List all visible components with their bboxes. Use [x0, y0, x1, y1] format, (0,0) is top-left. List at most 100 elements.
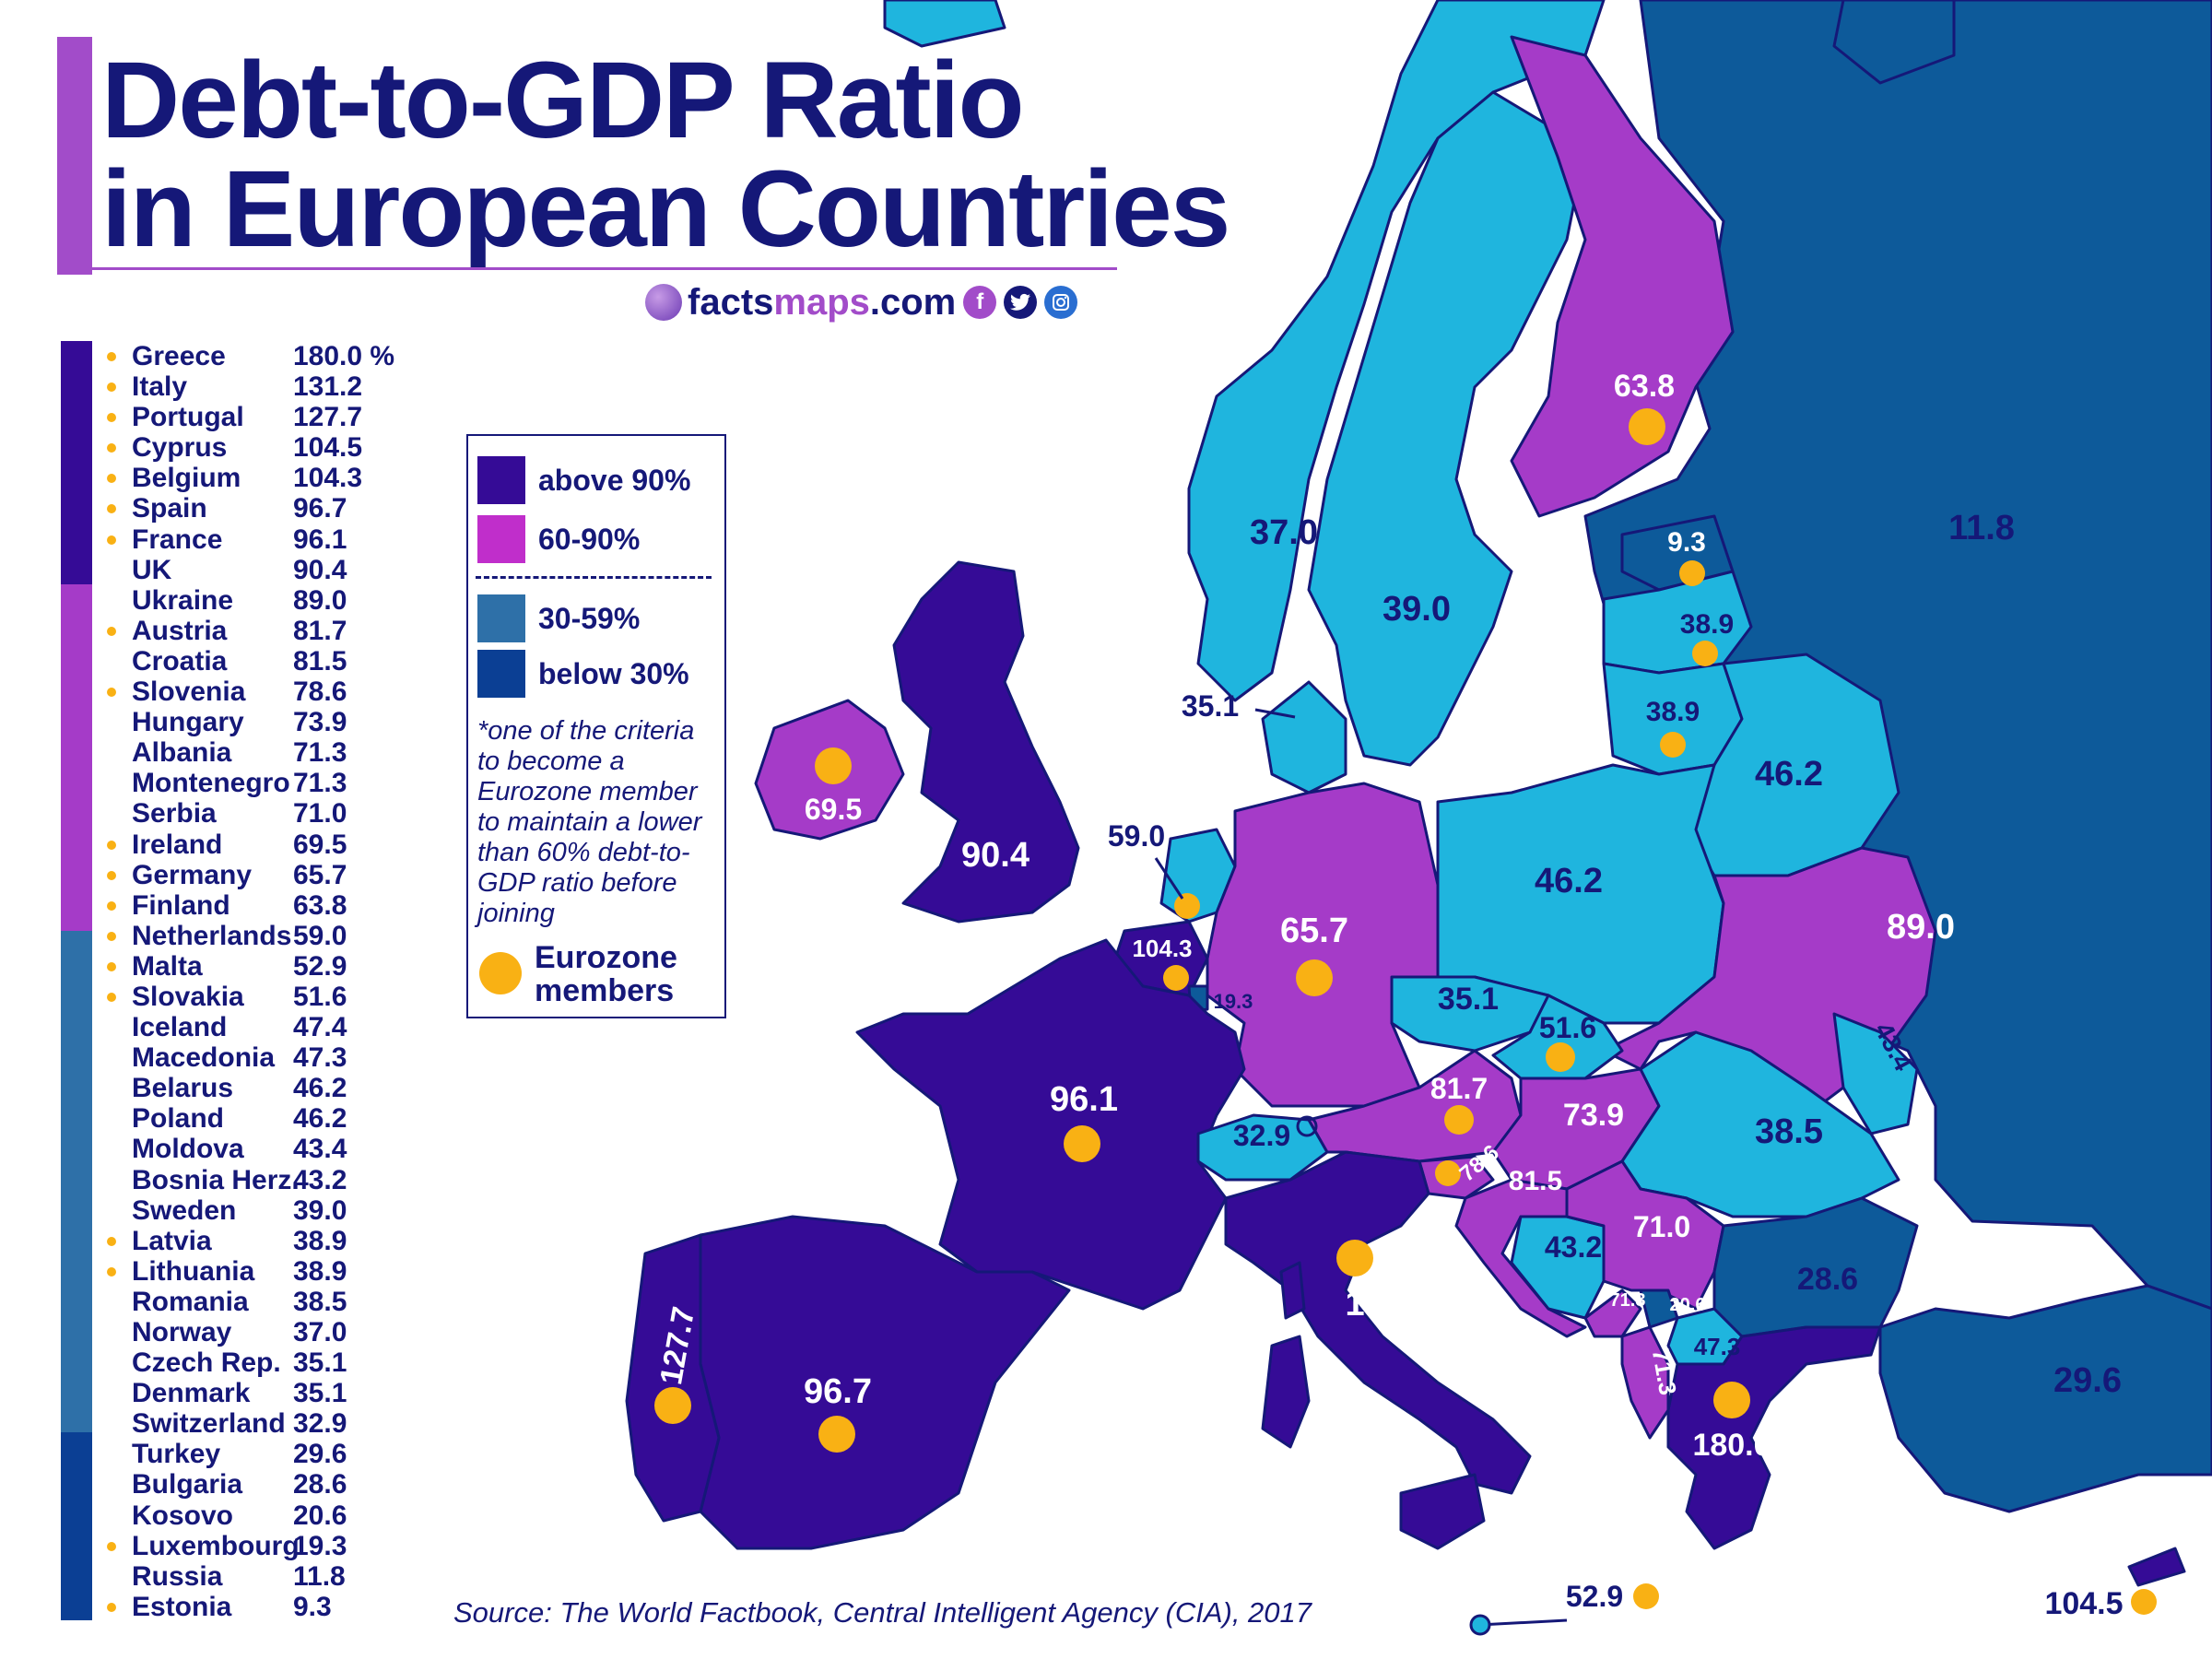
brand-text-maps: maps [773, 281, 870, 323]
ranking-row: Portugal 127.7 [101, 402, 415, 432]
globe-icon [645, 284, 682, 321]
ranking-row: Romania 38.5 [101, 1287, 415, 1317]
ranking-row: Iceland 47.4 [101, 1012, 415, 1042]
label-cyprus: 104.5 [2044, 1586, 2123, 1621]
country-switzerland [1196, 1113, 1329, 1182]
ranking-row: Serbia 71.0 [101, 798, 415, 829]
eurozone-marker-malta-label [1633, 1583, 1659, 1609]
ranking-country: Slovakia [132, 981, 244, 1012]
ranking-row: Latvia 38.9 [101, 1226, 415, 1256]
ranking-row: Switzerland 32.9 [101, 1408, 415, 1439]
label-uk: 90.4 [961, 836, 1030, 875]
country-finland [1510, 35, 1735, 518]
page-title-line1: Debt-to-GDP Ratio [101, 40, 1025, 161]
ranking-value: 104.3 [293, 463, 363, 494]
label-france: 96.1 [1050, 1080, 1118, 1119]
ranking-value: 43.4 [293, 1134, 347, 1165]
eurozone-marker-slovenia [1435, 1160, 1461, 1186]
country-turkey [1878, 1284, 2212, 1513]
eurozone-marker-finland [1629, 408, 1665, 445]
eurozone-dot-icon [107, 688, 116, 698]
ranking-row: Italy 131.2 [101, 371, 415, 402]
label-greece: 180.0 [1692, 1428, 1771, 1463]
eurozone-marker-netherlands [1174, 893, 1200, 919]
country-moldova [1832, 1012, 1919, 1135]
legend-swatch-60-90 [477, 515, 525, 563]
eurozone-dot-icon [107, 870, 116, 880]
ranking-value: 47.4 [293, 1012, 347, 1043]
ranking-country: Italy [132, 371, 188, 403]
ranking-country: Turkey [132, 1439, 221, 1470]
ranking-country: Hungary [132, 707, 244, 738]
rank-strip-above-90 [61, 341, 92, 584]
ranking-row: Sweden 39.0 [101, 1195, 415, 1226]
country-greece [1666, 1325, 1882, 1550]
label-kosovo: 20.6 [1670, 1295, 1706, 1315]
ranking-value: 71.3 [293, 768, 347, 799]
source-note: Source: The World Factbook, Central Inte… [453, 1596, 1312, 1629]
ranking-row: Poland 46.2 [101, 1103, 415, 1134]
ranking-value: 47.3 [293, 1042, 347, 1074]
ranking-row: Kosovo 20.6 [101, 1500, 415, 1531]
leader-netherlands [1154, 857, 1184, 900]
ranking-row: Cyprus 104.5 [101, 432, 415, 463]
ranking-country: France [132, 524, 223, 555]
ranking-country: Ukraine [132, 584, 234, 616]
ranking-country: Germany [132, 859, 253, 890]
ranking-value: 37.0 [293, 1317, 347, 1347]
country-cyprus [2127, 1547, 2186, 1587]
ranking-row: Macedonia 47.3 [101, 1042, 415, 1073]
ranking-country: Macedonia [132, 1042, 276, 1074]
ranking-country: Greece [132, 341, 226, 371]
brand-text-facts: facts [688, 281, 774, 323]
label-estonia: 9.3 [1667, 527, 1706, 558]
brand-text-com: .com [869, 281, 957, 323]
facebook-icon[interactable]: f [963, 286, 997, 319]
ranking-country: Ireland [132, 829, 223, 860]
ranking-country: Finland [132, 889, 230, 921]
legend-label-above-90: above 90% [538, 464, 691, 497]
legend-label-60-90: 60-90% [538, 523, 641, 556]
legend-label-below-30: below 30% [538, 657, 689, 690]
label-belgium: 104.3 [1132, 935, 1192, 962]
country-france [855, 938, 1246, 1311]
ranking-country: Belarus [132, 1073, 234, 1104]
ranking-country: Denmark [132, 1378, 251, 1409]
twitter-icon[interactable] [1004, 286, 1038, 319]
label-ireland: 69.5 [805, 793, 862, 826]
label-netherlands: 59.0 [1108, 819, 1165, 853]
ranking-country: Serbia [132, 798, 217, 830]
ranking-row: Norway 37.0 [101, 1317, 415, 1347]
ranking-country: UK [132, 554, 172, 585]
eurozone-marker-ireland [815, 747, 852, 784]
ranking-country: Malta [132, 950, 203, 982]
ranking-value: 71.3 [293, 737, 347, 769]
ranking-country: Spain [132, 493, 207, 524]
eurozone-dot-icon [107, 443, 116, 453]
ranking-value: 51.6 [293, 981, 347, 1012]
ranking-row: France 96.1 [101, 524, 415, 555]
ranking-country: Switzerland [132, 1408, 286, 1440]
ranking-country: Iceland [132, 1012, 228, 1043]
ranking-country: Montenegro [132, 768, 290, 799]
instagram-icon[interactable] [1044, 286, 1078, 319]
ranking-country: Slovenia [132, 677, 246, 708]
eurozone-dot-icon [107, 1236, 116, 1246]
ranking-row: Czech Rep. 35.1 [101, 1347, 415, 1378]
label-lithuania: 38.9 [1646, 697, 1700, 727]
label-sweden: 39.0 [1382, 590, 1451, 629]
ranking-value: 52.9 [293, 950, 347, 982]
country-serbia [1565, 1159, 1725, 1311]
brand-logo[interactable]: factsmaps.com f [645, 280, 1078, 324]
ranking-value: 35.1 [293, 1378, 347, 1409]
ranking-value: 127.7 [293, 402, 363, 433]
legend-label-eurozone-line2: members [535, 973, 675, 1008]
eurozone-dot-icon [107, 931, 116, 941]
label-luxembourg: 19.3 [1214, 990, 1253, 1013]
arctic-islands [1832, 0, 1956, 85]
country-uk [892, 560, 1080, 924]
ranking-value: 29.6 [293, 1439, 347, 1470]
ranking-country: Croatia [132, 645, 228, 677]
eurozone-dot-icon [107, 626, 116, 636]
